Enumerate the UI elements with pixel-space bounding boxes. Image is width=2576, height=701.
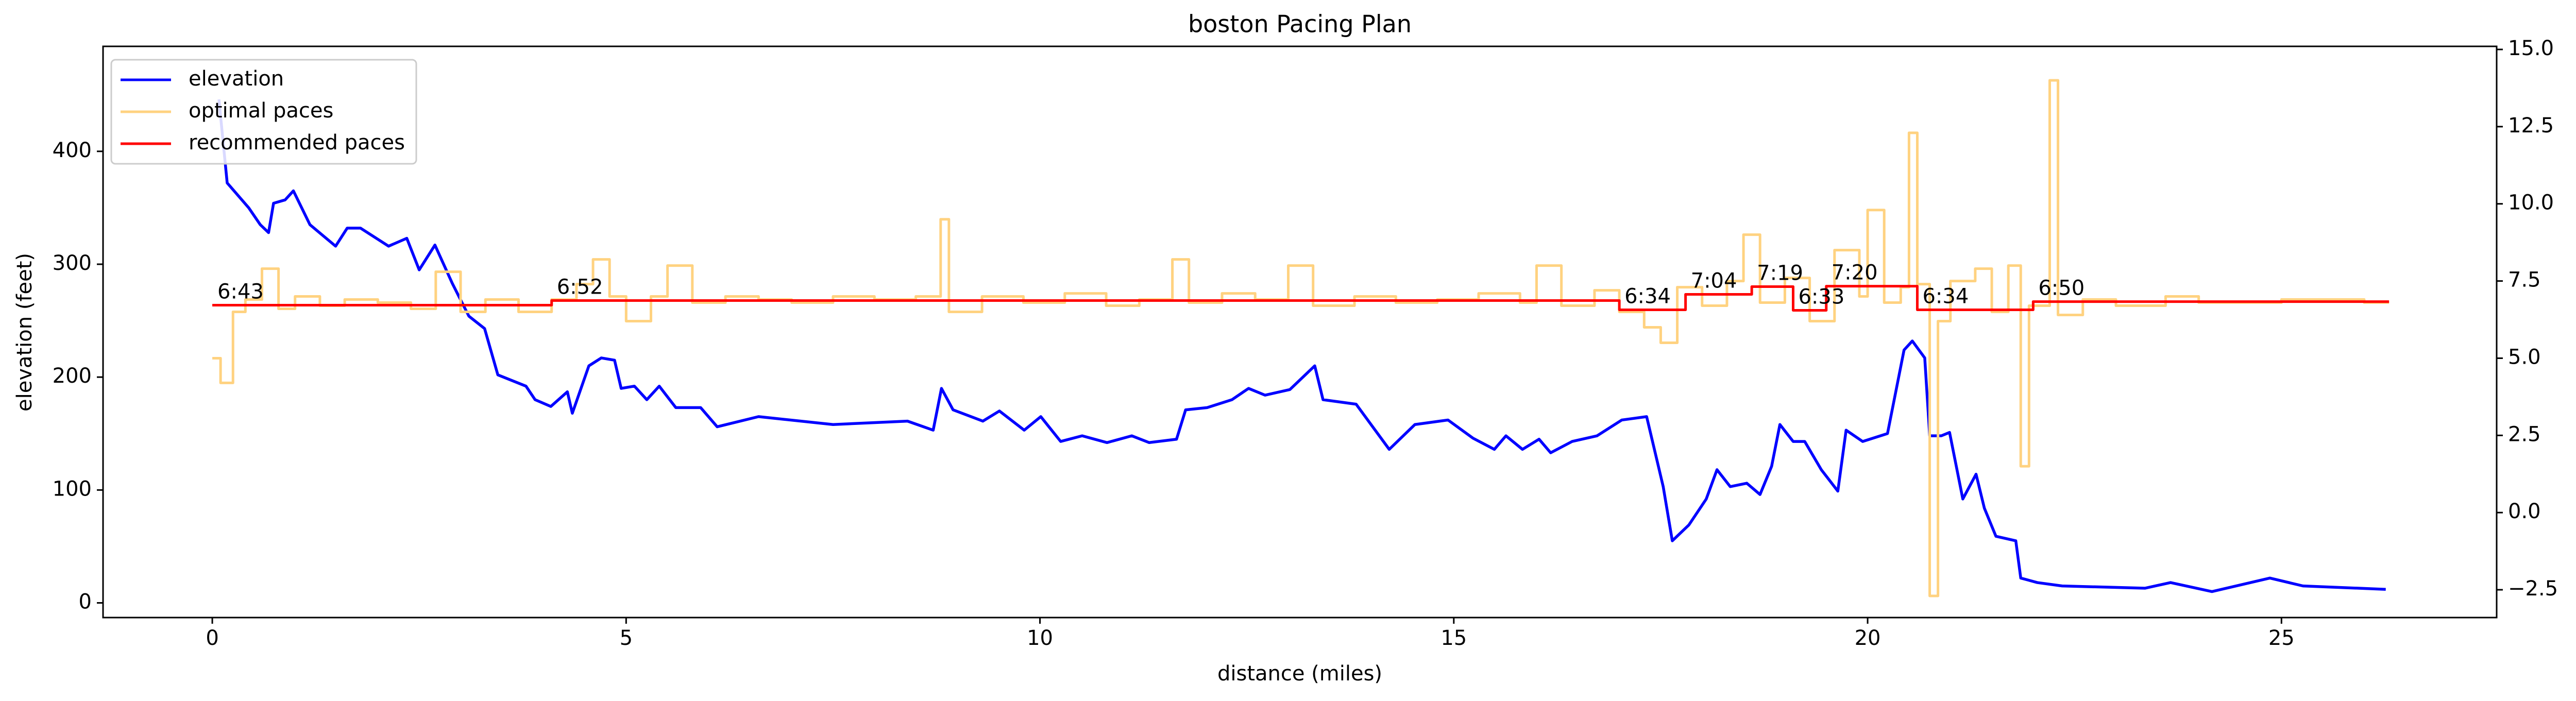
x-tick-label: 0 xyxy=(206,626,218,650)
x-tick-label: 5 xyxy=(620,626,633,650)
y2-tick-label: 10.0 xyxy=(2508,191,2554,215)
x-tick-label: 25 xyxy=(2268,626,2295,650)
y-tick-label: 300 xyxy=(53,251,92,275)
legend-box xyxy=(110,59,417,165)
pace-annotation: 6:43 xyxy=(217,280,264,304)
legend-label: recommended paces xyxy=(189,131,405,155)
step-line xyxy=(212,285,2389,312)
y2-tick-label: 2.5 xyxy=(2508,422,2541,446)
pace-annotation: 6:34 xyxy=(1922,285,1969,309)
pace-annotation: 7:20 xyxy=(1832,261,1878,285)
y2-tick-label: 5.0 xyxy=(2508,345,2541,369)
y-tick-label: 400 xyxy=(53,139,92,162)
line xyxy=(217,99,2386,593)
y2-tick-label: 12.5 xyxy=(2508,114,2554,138)
y2-tick-label: −2.5 xyxy=(2508,577,2558,601)
pace-annotation: 6:50 xyxy=(2038,277,2084,300)
y2-tick-label: 0.0 xyxy=(2508,500,2541,523)
plot-area: 6:43 6:52 6:34 7:04 7:196:337:20 6:34 6:50 xyxy=(212,79,2389,597)
pace-annotation: 6:52 xyxy=(557,276,603,299)
x-tick-label: 10 xyxy=(1027,626,1053,650)
x-tick-label: 20 xyxy=(1855,626,1881,650)
y-tick-label: 200 xyxy=(53,364,92,388)
y-tick-label: 100 xyxy=(53,477,92,501)
pace-annotation: 6:33 xyxy=(1798,285,1844,309)
legend-label: optimal paces xyxy=(189,99,333,123)
x-axis-label: distance (miles) xyxy=(1217,662,1382,686)
y2-tick-label: 7.5 xyxy=(2508,268,2541,292)
x-tick-label: 15 xyxy=(1440,626,1467,650)
y2-tick-label: 15.0 xyxy=(2508,37,2554,60)
y-axis-label: elevation (feet) xyxy=(13,253,37,412)
axes-frame xyxy=(102,45,2498,619)
legend: elevation optimal paces recommended paces xyxy=(110,59,417,165)
pace-annotation: 7:04 xyxy=(1691,269,1737,293)
pace-annotation: 7:19 xyxy=(1757,262,1803,285)
pace-annotation: 6:34 xyxy=(1624,285,1671,309)
y-tick-label: 0 xyxy=(79,590,92,614)
chart-title: boston Pacing Plan xyxy=(1188,10,1412,38)
legend-label: elevation xyxy=(189,67,284,91)
